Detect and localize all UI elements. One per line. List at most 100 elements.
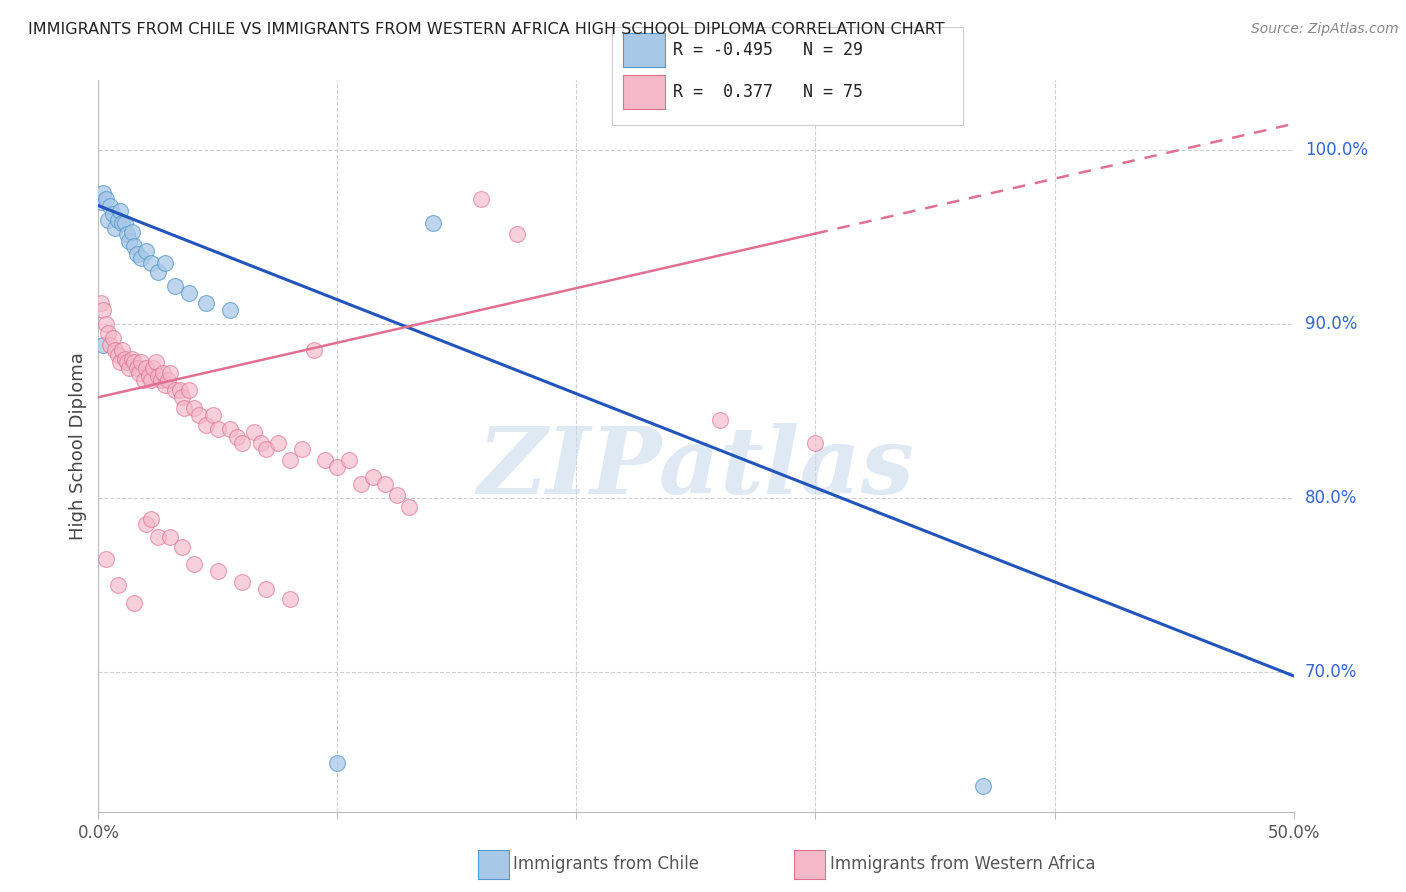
Point <box>156 373 179 387</box>
Point <box>97 212 120 227</box>
Point <box>179 384 201 398</box>
Y-axis label: High School Diploma: High School Diploma <box>69 352 87 540</box>
Point <box>107 212 129 227</box>
Point <box>91 186 114 201</box>
Point <box>101 207 124 221</box>
Point <box>98 199 122 213</box>
Point <box>124 596 146 610</box>
Point <box>152 366 174 380</box>
Point <box>90 296 112 310</box>
Point <box>94 317 117 331</box>
Point <box>148 369 170 384</box>
Text: Immigrants from Chile: Immigrants from Chile <box>513 855 699 873</box>
Point <box>121 351 143 366</box>
Point <box>97 326 120 340</box>
Point <box>108 203 131 218</box>
Point <box>155 256 177 270</box>
Point <box>250 435 273 450</box>
Point <box>108 355 131 369</box>
Point <box>118 360 141 375</box>
Point <box>135 517 157 532</box>
Text: R =  0.377   N = 75: R = 0.377 N = 75 <box>673 83 863 101</box>
Point <box>326 756 349 770</box>
Text: 90.0%: 90.0% <box>1305 315 1357 333</box>
Point <box>219 303 242 318</box>
Point <box>254 442 277 457</box>
Point <box>91 303 114 318</box>
Text: Source: ZipAtlas.com: Source: ZipAtlas.com <box>1251 22 1399 37</box>
Point <box>302 343 325 358</box>
Point <box>114 351 136 366</box>
Point <box>155 378 177 392</box>
Point <box>179 285 201 300</box>
Point <box>267 435 290 450</box>
Point <box>101 331 124 345</box>
Point <box>135 244 157 258</box>
Point <box>91 338 114 352</box>
Point <box>187 408 209 422</box>
Point <box>159 366 181 380</box>
Point <box>115 227 138 241</box>
Point <box>145 355 167 369</box>
Point <box>207 565 229 579</box>
Point <box>111 343 134 358</box>
Point <box>194 418 217 433</box>
Point <box>148 530 170 544</box>
Point <box>183 401 205 415</box>
Point <box>124 355 146 369</box>
Text: 80.0%: 80.0% <box>1305 489 1357 508</box>
Point <box>163 278 186 293</box>
Point <box>169 384 191 398</box>
Point <box>219 421 242 435</box>
Point <box>124 238 146 252</box>
Point <box>159 530 181 544</box>
Point <box>172 390 194 404</box>
Point <box>114 216 136 230</box>
Text: IMMIGRANTS FROM CHILE VS IMMIGRANTS FROM WESTERN AFRICA HIGH SCHOOL DIPLOMA CORR: IMMIGRANTS FROM CHILE VS IMMIGRANTS FROM… <box>28 22 945 37</box>
Point <box>422 216 444 230</box>
Point <box>254 582 277 596</box>
Text: ZIPatlas: ZIPatlas <box>478 423 914 513</box>
Point <box>90 195 112 210</box>
Point <box>231 435 253 450</box>
Point <box>350 477 373 491</box>
Point <box>139 256 162 270</box>
Point <box>111 216 134 230</box>
Point <box>132 373 155 387</box>
Point <box>104 221 127 235</box>
Point <box>107 578 129 592</box>
Point <box>231 574 253 589</box>
Point <box>398 500 420 514</box>
Point <box>121 225 143 239</box>
Text: 100.0%: 100.0% <box>1305 141 1368 159</box>
Point <box>104 343 127 358</box>
Point <box>202 408 225 422</box>
Point <box>804 435 827 450</box>
Text: R = -0.495   N = 29: R = -0.495 N = 29 <box>673 41 863 59</box>
Point <box>149 373 172 387</box>
Point <box>135 360 157 375</box>
Point <box>194 296 217 310</box>
Point <box>183 558 205 572</box>
Point <box>173 401 195 415</box>
Point <box>226 430 249 444</box>
Point <box>385 488 409 502</box>
Point <box>278 592 301 607</box>
Point <box>972 779 994 793</box>
Point <box>125 247 148 261</box>
Point <box>470 192 492 206</box>
Point <box>709 413 731 427</box>
Point <box>337 453 360 467</box>
Point <box>243 425 266 439</box>
Point <box>148 265 170 279</box>
Point <box>138 369 160 384</box>
Point <box>94 552 117 566</box>
Point <box>125 360 148 375</box>
Point <box>131 355 153 369</box>
Point <box>139 373 162 387</box>
Text: 70.0%: 70.0% <box>1305 664 1357 681</box>
Point <box>98 338 122 352</box>
Point <box>172 540 194 554</box>
Point <box>131 251 153 265</box>
Text: Immigrants from Western Africa: Immigrants from Western Africa <box>830 855 1095 873</box>
